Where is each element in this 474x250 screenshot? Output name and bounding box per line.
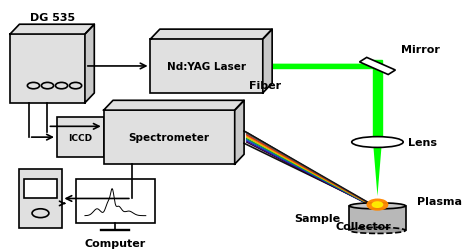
Circle shape — [367, 200, 388, 210]
Text: Plasma: Plasma — [417, 196, 462, 206]
Bar — [272, 64, 377, 69]
Ellipse shape — [349, 203, 406, 209]
Bar — [150, 40, 263, 94]
Text: Spectrometer: Spectrometer — [128, 132, 210, 142]
Text: DG 535: DG 535 — [29, 13, 75, 23]
Text: Fiber: Fiber — [249, 81, 281, 91]
Polygon shape — [359, 58, 395, 75]
Bar — [10, 35, 85, 103]
Bar — [75, 179, 155, 223]
Ellipse shape — [352, 137, 403, 148]
Text: Sample: Sample — [294, 213, 340, 223]
Text: Collector: Collector — [336, 221, 391, 231]
Text: ICCD: ICCD — [68, 133, 92, 142]
Bar — [373, 60, 382, 140]
Circle shape — [372, 202, 383, 207]
Bar — [104, 111, 235, 164]
Polygon shape — [150, 30, 272, 40]
Polygon shape — [104, 101, 244, 111]
Text: Lens: Lens — [408, 138, 437, 147]
Text: Nd:YAG Laser: Nd:YAG Laser — [167, 62, 246, 72]
Polygon shape — [263, 30, 272, 94]
Bar — [349, 206, 406, 231]
Bar — [19, 169, 62, 228]
Ellipse shape — [349, 228, 406, 234]
Polygon shape — [85, 25, 94, 103]
Polygon shape — [10, 25, 94, 35]
Bar — [24, 179, 57, 199]
Bar — [57, 118, 104, 157]
Text: Mirror: Mirror — [401, 44, 440, 54]
Polygon shape — [373, 145, 382, 196]
Text: Computer: Computer — [85, 238, 146, 248]
Polygon shape — [235, 101, 244, 164]
